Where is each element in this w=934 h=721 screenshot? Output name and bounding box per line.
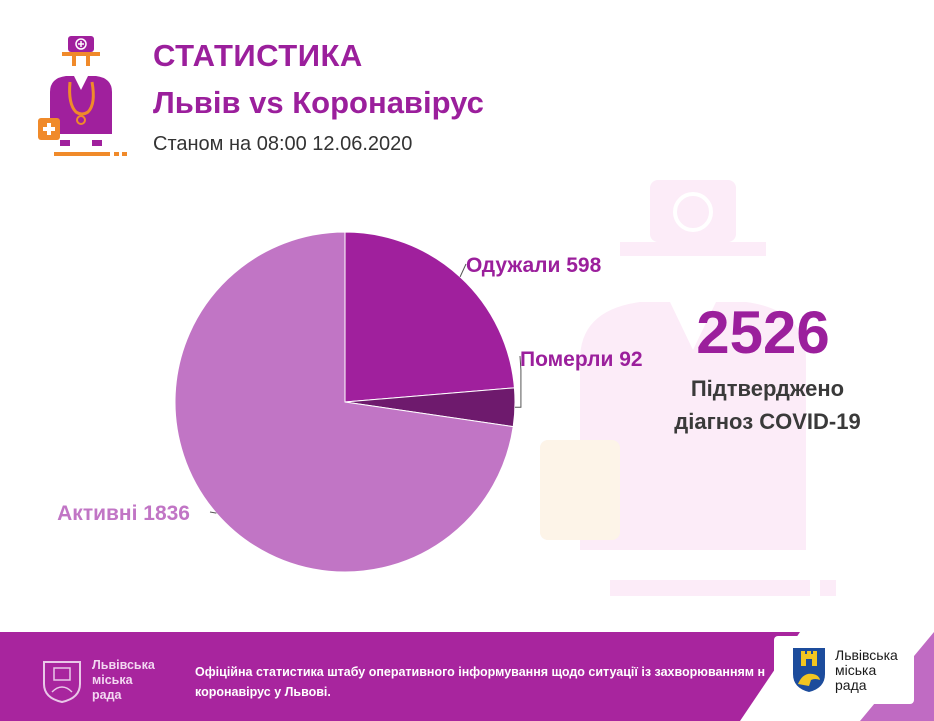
- footer-org-name: Львівська міська рада: [92, 658, 155, 703]
- pie-leader-line-0: [459, 263, 467, 278]
- city-council-name: Львівська міська рада: [835, 648, 898, 693]
- total-label-line2: діагноз COVID-19: [674, 409, 861, 434]
- footer-org-line: міська: [92, 673, 133, 687]
- doctor-watermark-icon: [540, 180, 836, 596]
- pie-leader-line-2: [209, 511, 217, 514]
- pie-slice-0: [344, 231, 515, 403]
- total-confirmed-value: 2526: [696, 299, 830, 366]
- footer-text-line: коронавірус у Львові.: [195, 685, 331, 699]
- badge-line: міська: [835, 662, 877, 678]
- pie-data-label-0: Одужали 598: [466, 254, 602, 277]
- footer-org-line: рада: [92, 688, 122, 702]
- date-line: Станом на 08:00 12.06.2020: [153, 133, 413, 155]
- badge-line: Львівська: [835, 647, 898, 663]
- pie-data-label-2: Активні 1836: [57, 502, 190, 525]
- lviv-crest-outline-icon: [43, 661, 81, 704]
- badge-line: рада: [835, 677, 867, 693]
- page-title: СТАТИСТИКА: [153, 38, 363, 73]
- pie-data-label-1: Померли 92: [520, 348, 643, 371]
- pie-leader-line-1: [514, 355, 522, 408]
- doctor-icon: [38, 36, 127, 156]
- footer-text-line: Офіційна статистика штабу оперативного і…: [195, 665, 765, 679]
- total-confirmed-label: Підтверджено діагноз COVID-19: [660, 372, 875, 438]
- footer-description: Офіційна статистика штабу оперативного і…: [195, 662, 765, 702]
- city-council-badge: Львівська міська рада: [774, 636, 914, 704]
- pie-chart: Одужали 598 Померли 92 Активні 1836: [57, 231, 643, 573]
- footer-org-line: Львівська: [92, 658, 155, 672]
- total-label-line1: Підтверджено: [690, 376, 845, 401]
- page-subtitle: Львів vs Коронавірус: [153, 85, 484, 120]
- lviv-crest-icon: [793, 648, 825, 692]
